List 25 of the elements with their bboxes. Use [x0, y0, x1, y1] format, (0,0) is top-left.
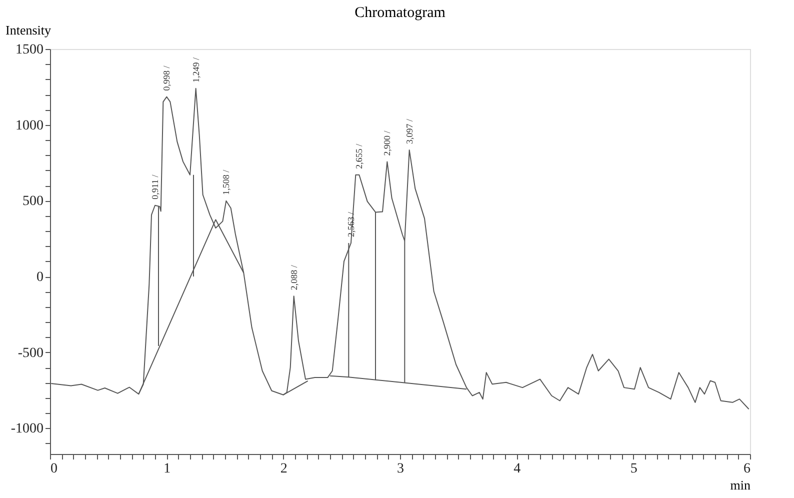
annotation: 0,998 / — [162, 65, 172, 91]
annotation: 1,249 / — [190, 56, 201, 82]
annotation: 0,911 / — [150, 174, 160, 200]
x-tick-label: 5 — [630, 462, 638, 476]
y-tick-label: 500 — [22, 194, 44, 210]
x-tick-label: 3 — [397, 462, 404, 476]
x-axis-title: min — [730, 478, 751, 492]
y-tick-label: -500 — [18, 346, 44, 361]
annotation: 3,097 / — [404, 118, 414, 144]
annotation: 1,508 / — [221, 169, 232, 195]
x-tick-label: 6 — [744, 462, 750, 476]
chart-title: Chromatogram — [354, 5, 446, 21]
y-tick-label: 0 — [36, 270, 44, 286]
annotation: 2,088 / — [288, 264, 299, 290]
x-tick-label: 2 — [280, 462, 288, 476]
annotation: 2,655 / — [354, 143, 364, 169]
annotation: 2,900 / — [382, 130, 392, 156]
y-axis-title: Intensity — [6, 22, 52, 38]
x-tick-label: 0 — [50, 462, 58, 476]
x-tick-label: 4 — [514, 462, 521, 476]
y-tick-label: 1500 — [16, 42, 44, 58]
x-tick-label: 1 — [164, 462, 171, 476]
y-tick-label: -1000 — [10, 422, 44, 437]
y-tick-label: 1000 — [16, 118, 44, 134]
annotation: 2,563 / — [346, 212, 356, 238]
